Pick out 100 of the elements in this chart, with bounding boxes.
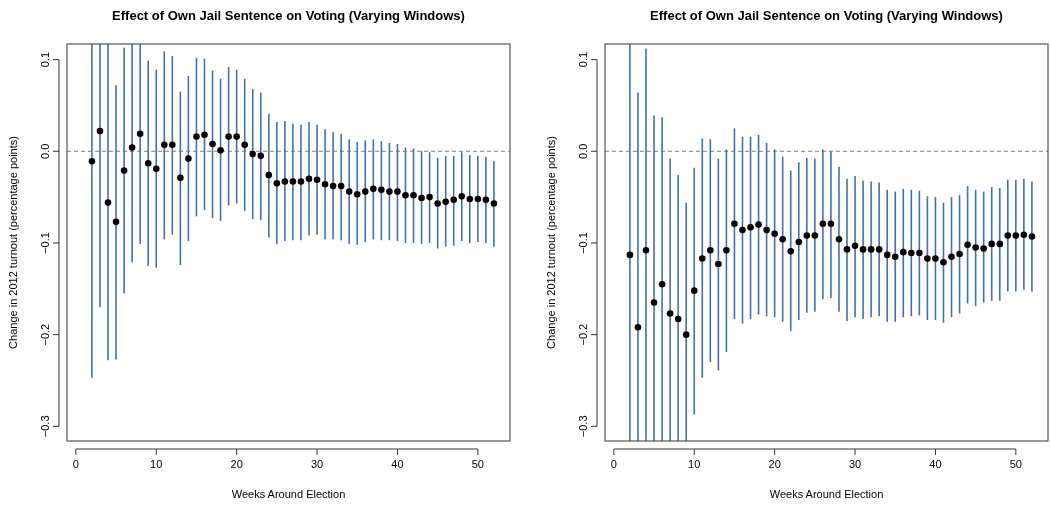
point (88, 158, 96, 165)
point (1028, 233, 1036, 240)
point (707, 246, 714, 254)
point (426, 193, 433, 201)
point (152, 165, 160, 172)
point (988, 240, 996, 248)
point (924, 255, 931, 262)
y-axis-title: Change in 2012 turnout (percentage points) (545, 136, 557, 349)
point (779, 235, 786, 243)
point (458, 192, 466, 200)
point (811, 232, 819, 239)
y-tick-label: 0.0 (577, 143, 589, 159)
point (225, 133, 232, 140)
point (650, 299, 658, 306)
point (795, 238, 803, 246)
point (996, 240, 1004, 248)
x-tick-label: 40 (929, 458, 942, 470)
point (305, 175, 313, 183)
point (698, 255, 706, 262)
point (980, 245, 987, 252)
point (1004, 232, 1012, 239)
point (136, 130, 144, 138)
x-tick-label: 20 (768, 458, 781, 470)
x-tick-label: 30 (310, 458, 324, 470)
y-tick-label: 0.1 (39, 51, 51, 68)
point (257, 152, 265, 160)
point (771, 230, 778, 238)
point (739, 226, 746, 234)
point (120, 167, 128, 174)
point (626, 251, 634, 259)
point (1012, 232, 1020, 239)
point (883, 251, 891, 259)
point (843, 246, 851, 253)
point (337, 182, 345, 190)
y-axis-title: Change in 2012 turnout (percentage points) (7, 136, 19, 349)
point (144, 159, 152, 167)
point (209, 140, 216, 148)
point (964, 241, 971, 249)
x-tick-label: 10 (688, 458, 701, 470)
chart-title: Effect of Own Jail Sentence on Voting (Varying Windows) (112, 8, 465, 23)
point (875, 246, 883, 253)
point (241, 141, 248, 149)
point (169, 141, 176, 149)
point (353, 191, 361, 198)
point (361, 188, 369, 195)
point (418, 194, 425, 202)
point (410, 191, 417, 199)
point (690, 287, 698, 294)
point (345, 188, 353, 195)
point (378, 186, 385, 194)
y-tick-label: −0.3 (39, 415, 51, 438)
point (265, 171, 273, 179)
chart-title: Effect of Own Jail Sentence on Voting (Varying Windows) (650, 8, 1003, 23)
point (908, 249, 915, 257)
point (827, 220, 835, 227)
y-tick-label: 0.0 (39, 143, 51, 159)
point (731, 220, 738, 227)
point (482, 196, 490, 204)
point (1020, 231, 1028, 239)
point (297, 178, 305, 185)
point (940, 258, 947, 266)
point (193, 133, 200, 140)
point (682, 331, 690, 338)
point (289, 178, 297, 185)
point (916, 249, 923, 257)
point (674, 315, 682, 323)
point (715, 260, 722, 268)
point (177, 174, 184, 182)
point (329, 182, 337, 190)
point (755, 221, 762, 228)
x-tick-label: 10 (150, 458, 163, 470)
point (160, 141, 168, 149)
point (658, 280, 666, 288)
y-tick-label: 0.1 (577, 51, 589, 68)
point (803, 232, 811, 239)
x-tick-label: 50 (1009, 458, 1022, 470)
point (321, 180, 329, 188)
point (273, 180, 281, 187)
x-tick-label: 40 (391, 458, 404, 470)
point (851, 242, 859, 250)
point (201, 131, 208, 139)
point (956, 250, 963, 258)
point (450, 196, 458, 204)
point (723, 246, 730, 254)
point (442, 198, 449, 205)
x-tick-label: 20 (230, 458, 243, 470)
point (642, 246, 650, 254)
point (867, 246, 875, 253)
point (666, 310, 674, 317)
point (490, 200, 498, 207)
point (386, 188, 393, 195)
y-tick-label: −0.2 (577, 323, 589, 346)
point (474, 195, 482, 203)
point (891, 253, 899, 261)
point (370, 185, 377, 193)
point (104, 199, 112, 206)
point (128, 144, 136, 151)
y-tick-label: −0.1 (577, 232, 589, 254)
point (394, 188, 401, 195)
point (185, 155, 192, 162)
